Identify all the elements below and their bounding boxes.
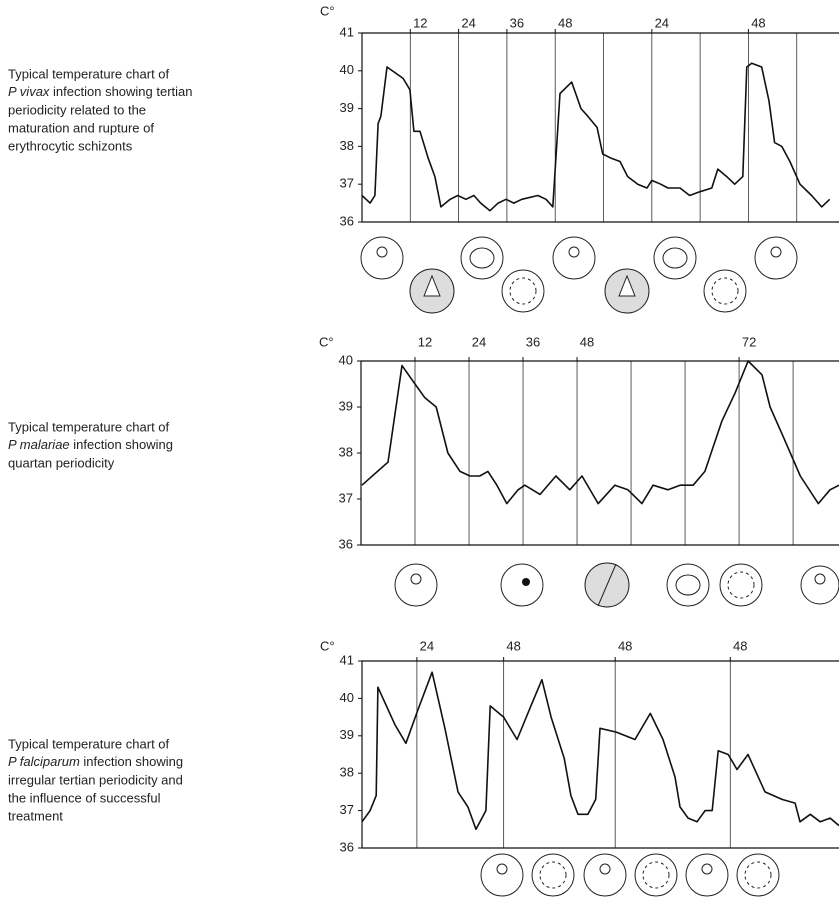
cell-icon bbox=[553, 237, 595, 279]
cell-icon bbox=[481, 854, 523, 896]
cell-icon bbox=[461, 237, 503, 279]
caption-segment: P vivax bbox=[8, 84, 50, 99]
cell-icon bbox=[532, 854, 574, 896]
x-tick-label: 24 bbox=[472, 334, 486, 349]
figure: Typical temperature chart of P vivax infe… bbox=[0, 0, 839, 912]
stage-icons bbox=[361, 237, 839, 896]
cell-icon bbox=[584, 854, 626, 896]
cell-icon bbox=[502, 270, 544, 312]
caption-line: erythrocytic schizonts bbox=[8, 138, 133, 153]
plot-frame bbox=[362, 661, 839, 848]
y-tick-label: 41 bbox=[340, 652, 354, 667]
caption-line: quartan periodicity bbox=[8, 455, 115, 470]
y-tick-label: 36 bbox=[339, 536, 353, 551]
cell-icon bbox=[361, 237, 403, 279]
x-tick-label: 12 bbox=[413, 15, 427, 30]
temperature-line bbox=[362, 361, 839, 504]
y-tick-label: 37 bbox=[339, 490, 353, 505]
caption-line: treatment bbox=[8, 808, 63, 823]
cell-icon bbox=[704, 270, 746, 312]
x-tick-label: 48 bbox=[580, 334, 594, 349]
caption-line: irregular tertian periodicity and bbox=[8, 772, 183, 787]
x-tick-label: 48 bbox=[618, 638, 632, 653]
cell-icon bbox=[737, 854, 779, 896]
x-tick-label: 24 bbox=[461, 15, 475, 30]
caption-line: the influence of successful bbox=[8, 790, 161, 805]
caption-segment: infection showing tertian bbox=[49, 84, 192, 99]
plot-frame bbox=[361, 361, 839, 545]
y-tick-label: 39 bbox=[340, 727, 354, 742]
y-tick-label: 38 bbox=[339, 444, 353, 459]
cell-icon bbox=[501, 564, 543, 606]
cell-icon bbox=[667, 564, 709, 606]
x-tick-label: 36 bbox=[526, 334, 540, 349]
cell-icon bbox=[654, 237, 696, 279]
x-tick-label: 36 bbox=[510, 15, 524, 30]
cell-icon bbox=[395, 564, 437, 606]
y-tick-label: 38 bbox=[340, 138, 354, 153]
caption-line: Typical temperature chart of bbox=[8, 736, 170, 751]
y-tick-label: 36 bbox=[340, 839, 354, 854]
y-tick-label: 40 bbox=[339, 352, 353, 367]
y-tick-label: 36 bbox=[340, 213, 354, 228]
y-unit: C° bbox=[320, 638, 335, 653]
caption-line: Typical temperature chart of bbox=[8, 66, 170, 81]
y-unit: C° bbox=[319, 334, 334, 349]
caption-segment: infection showing bbox=[70, 437, 173, 452]
caption-line: P malariae infection showing bbox=[8, 437, 173, 452]
cell-icon bbox=[801, 566, 839, 604]
x-tick-label: 48 bbox=[558, 15, 572, 30]
temperature-line bbox=[362, 672, 839, 829]
y-tick-label: 39 bbox=[339, 398, 353, 413]
x-tick-label: 48 bbox=[751, 15, 765, 30]
cell-icon bbox=[686, 854, 728, 896]
caption-line: Typical temperature chart of bbox=[8, 419, 170, 434]
y-tick-label: 37 bbox=[340, 802, 354, 817]
x-tick-label: 48 bbox=[506, 638, 520, 653]
x-tick-label: 24 bbox=[655, 15, 669, 30]
parasite-icon bbox=[522, 578, 530, 586]
x-tick-label: 12 bbox=[418, 334, 432, 349]
caption-segment: infection showing bbox=[80, 754, 183, 769]
x-tick-label: 72 bbox=[742, 334, 756, 349]
x-tick-label: 48 bbox=[733, 638, 747, 653]
y-tick-label: 40 bbox=[340, 690, 354, 705]
cell-icon bbox=[635, 854, 677, 896]
y-tick-label: 41 bbox=[340, 24, 354, 39]
caption-line: periodicity related to the bbox=[8, 102, 146, 117]
plot-frame bbox=[362, 33, 839, 222]
caption-line: maturation and rupture of bbox=[8, 120, 154, 135]
y-tick-label: 37 bbox=[340, 176, 354, 191]
temperature-line bbox=[362, 63, 830, 211]
caption-segment: P falciparum bbox=[8, 754, 80, 769]
caption-line: P vivax infection showing tertian bbox=[8, 84, 193, 99]
y-tick-label: 39 bbox=[340, 100, 354, 115]
y-unit: C° bbox=[320, 3, 335, 18]
y-tick-label: 38 bbox=[340, 765, 354, 780]
caption-line: P falciparum infection showing bbox=[8, 754, 183, 769]
caption-segment: P malariae bbox=[8, 437, 70, 452]
y-tick-label: 40 bbox=[340, 62, 354, 77]
cell-icon bbox=[720, 564, 762, 606]
x-tick-label: 24 bbox=[420, 638, 434, 653]
cell-icon bbox=[755, 237, 797, 279]
